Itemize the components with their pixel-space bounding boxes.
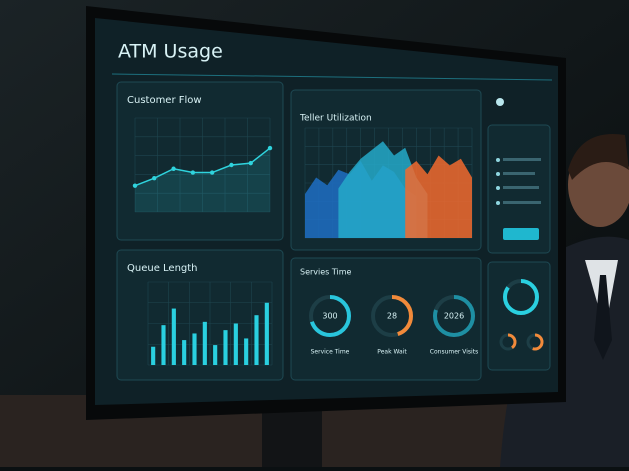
person-hair xyxy=(568,134,629,180)
gauge-label: Peak Wait xyxy=(377,349,407,356)
list-dot xyxy=(496,201,500,205)
sidebar-button[interactable] xyxy=(503,228,539,240)
gauge-arc xyxy=(371,295,413,337)
dashboard-title: ATM Usage xyxy=(118,41,223,63)
list-item xyxy=(503,201,541,204)
point xyxy=(190,170,196,175)
line-area xyxy=(135,148,270,212)
bar xyxy=(223,330,228,365)
point xyxy=(209,170,215,175)
point xyxy=(152,175,157,181)
bar xyxy=(264,302,269,365)
point xyxy=(132,183,138,188)
bar xyxy=(213,345,218,365)
area xyxy=(405,155,472,238)
bar xyxy=(151,346,156,365)
gauge-value: 28 xyxy=(387,312,397,321)
gauge-arc xyxy=(503,279,539,315)
panel xyxy=(290,257,482,381)
gauge-arc xyxy=(499,333,517,351)
panel xyxy=(116,81,284,241)
header-icon xyxy=(496,98,504,106)
point xyxy=(229,162,234,168)
list-dot xyxy=(496,186,500,190)
panel-title: Customer Flow xyxy=(127,95,202,106)
gauge-label: Consumer Visits xyxy=(430,349,478,356)
bar xyxy=(233,323,238,365)
list-dot xyxy=(496,172,500,176)
point xyxy=(171,166,176,171)
panel-title: Queue Length xyxy=(127,263,198,274)
panel-title: Servies Time xyxy=(300,268,352,277)
gauge-value: 2026 xyxy=(444,312,464,321)
gauge-arc xyxy=(309,295,351,337)
bar xyxy=(244,338,249,365)
gauge-label: Service Time xyxy=(311,349,350,356)
bar xyxy=(254,315,259,365)
person-tie xyxy=(594,275,612,360)
panel xyxy=(116,249,284,381)
monitor-stand xyxy=(262,405,322,467)
point xyxy=(248,160,253,166)
header-divider xyxy=(111,73,553,81)
bar xyxy=(192,333,197,365)
sidebar-list xyxy=(496,158,541,240)
list-item xyxy=(503,158,541,161)
list-item xyxy=(503,186,539,189)
panel-title: Teller Utilization xyxy=(299,114,372,124)
panel xyxy=(487,261,551,371)
point xyxy=(267,145,273,151)
bar xyxy=(161,325,166,365)
bar xyxy=(202,321,207,365)
line xyxy=(134,147,271,187)
list-item xyxy=(503,172,535,175)
bar xyxy=(182,340,187,365)
gauge-arc xyxy=(433,295,475,337)
gauge-value: 300 xyxy=(322,312,337,321)
gauge-arc xyxy=(526,333,544,351)
list-dot xyxy=(496,158,500,162)
bar xyxy=(171,308,176,365)
